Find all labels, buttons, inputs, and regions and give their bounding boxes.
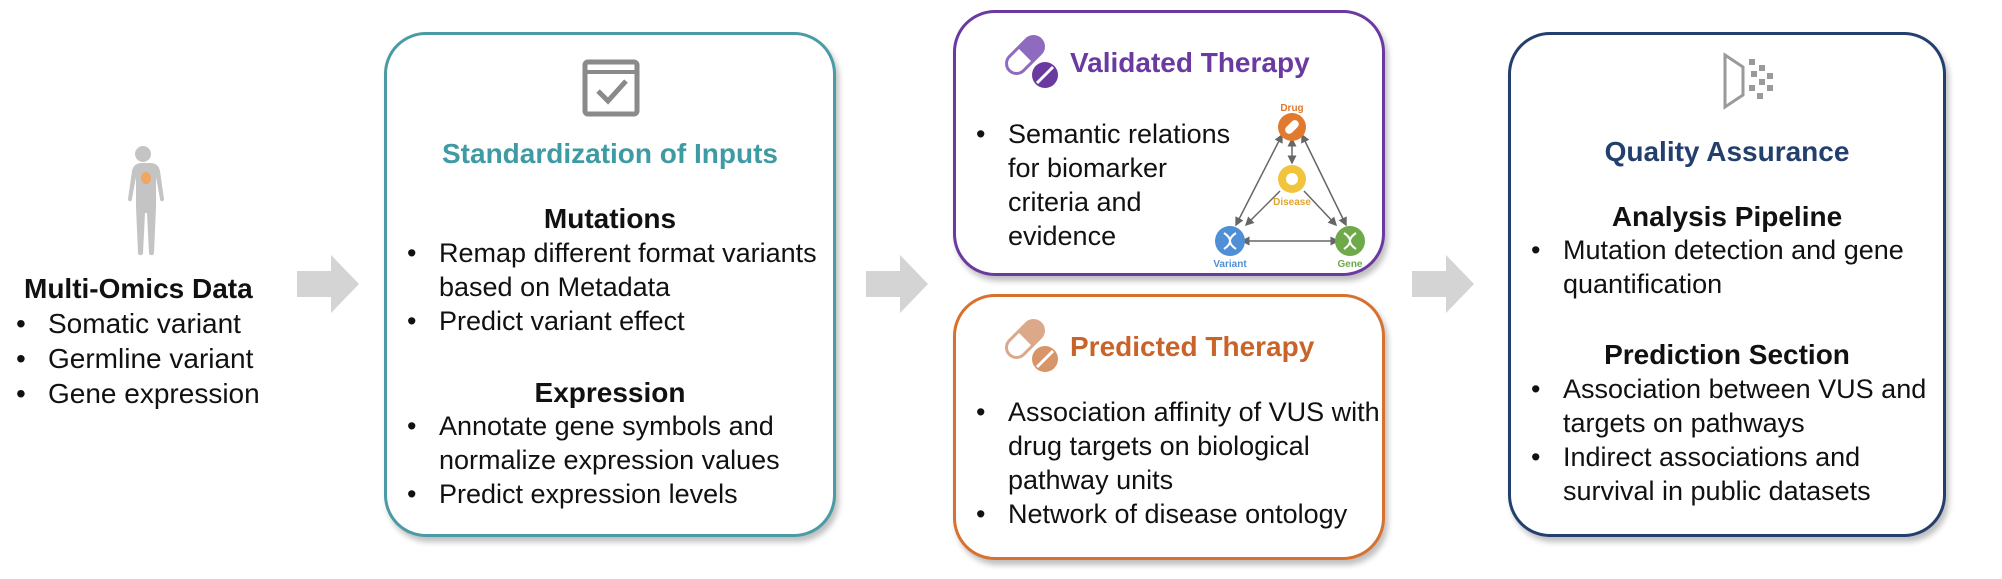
validated-therapy-box: Validated Therapy Semantic relations for… xyxy=(953,10,1385,276)
list-item: Somatic variant xyxy=(14,306,314,341)
multi-omics-list: Somatic variant Germline variant Gene ex… xyxy=(14,306,314,411)
gene-label: Gene xyxy=(1337,259,1362,270)
prediction-section-title: Prediction Section xyxy=(1604,339,1850,370)
checkbox-window-icon xyxy=(582,59,640,117)
arrow-icon xyxy=(866,255,928,313)
disease-label: Disease xyxy=(1273,197,1311,208)
analysis-pipeline-list: Mutation detection and gene quantificati… xyxy=(1529,233,1939,301)
mutations-list: Remap different format variants based on… xyxy=(405,236,825,338)
expression-list: Annotate gene symbols and normalize expr… xyxy=(405,409,825,511)
list-item: Annotate gene symbols and normalize expr… xyxy=(405,409,825,477)
expression-title: Expression xyxy=(534,377,686,408)
analysis-pipeline-title: Analysis Pipeline xyxy=(1611,201,1843,232)
scatter-funnel-icon xyxy=(1723,52,1773,110)
list-item: Mutation detection and gene quantificati… xyxy=(1529,233,1939,301)
list-item: Network of disease ontology xyxy=(974,497,1384,531)
prediction-section-list: Association between VUS and targets on p… xyxy=(1529,372,1939,508)
list-item: Gene expression xyxy=(14,376,314,411)
list-item: Germline variant xyxy=(14,341,314,376)
arrow-icon xyxy=(1412,255,1474,313)
standardization-title: Standardization of Inputs xyxy=(442,138,778,169)
variant-label: Variant xyxy=(1213,259,1247,270)
validated-list: Semantic relations for biomarker criteri… xyxy=(974,117,1234,253)
list-item: Association affinity of VUS with drug ta… xyxy=(974,395,1384,497)
predicted-therapy-box: Predicted Therapy Association affinity o… xyxy=(953,294,1385,560)
standardization-box: Standardization of Inputs Mutations Rema… xyxy=(384,32,836,537)
list-item: Predict variant effect xyxy=(405,304,825,338)
list-item: Remap different format variants based on… xyxy=(405,236,825,304)
predicted-list: Association affinity of VUS with drug ta… xyxy=(974,395,1384,531)
pill-icon xyxy=(1005,319,1058,372)
human-body-icon xyxy=(128,146,164,256)
pill-icon xyxy=(1005,35,1058,88)
predicted-therapy-title: Predicted Therapy xyxy=(1070,331,1315,362)
validated-therapy-title: Validated Therapy xyxy=(1070,47,1310,78)
quality-assurance-title: Quality Assurance xyxy=(1604,136,1850,167)
list-item: Indirect associations and survival in pu… xyxy=(1529,440,1939,508)
multi-omics-title: Multi-Omics Data xyxy=(24,273,253,304)
drug-label: Drug xyxy=(1280,103,1303,114)
relation-triangle-diagram: Drug Disease Variant Gene xyxy=(1213,103,1365,270)
list-item: Semantic relations for biomarker criteri… xyxy=(974,117,1234,253)
mutations-title: Mutations xyxy=(543,203,677,234)
list-item: Predict expression levels xyxy=(405,477,825,511)
quality-assurance-box: Quality Assurance Analysis Pipeline Muta… xyxy=(1508,32,1946,537)
arrow-icon xyxy=(297,255,359,313)
list-item: Association between VUS and targets on p… xyxy=(1529,372,1939,440)
